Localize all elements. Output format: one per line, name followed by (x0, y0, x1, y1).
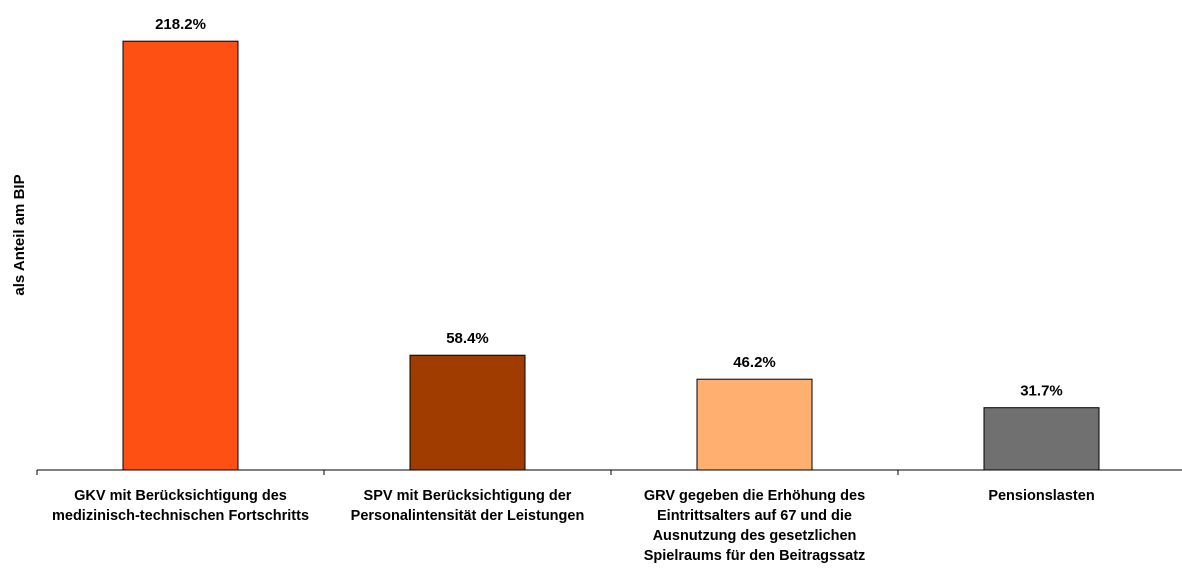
x-tick-label: GRV gegeben die Erhöhung des Eintrittsal… (643, 488, 866, 564)
y-axis-label: als Anteil am BIP (11, 174, 28, 295)
bar (983, 407, 1100, 471)
value-label: 58.4% (446, 330, 489, 347)
x-tick-label: Pensionslasten (988, 488, 1095, 504)
bar (409, 354, 526, 471)
x-tick-label: GKV mit Berücksichtigung des medizinisch… (51, 488, 310, 524)
x-tick-label: SPV mit Berücksichtigung der Personalint… (350, 488, 585, 524)
value-label: 46.2% (733, 354, 776, 371)
value-label: 218.2% (155, 16, 206, 33)
bar (696, 378, 813, 471)
value-label: 31.7% (1020, 383, 1063, 400)
bar (122, 40, 239, 471)
